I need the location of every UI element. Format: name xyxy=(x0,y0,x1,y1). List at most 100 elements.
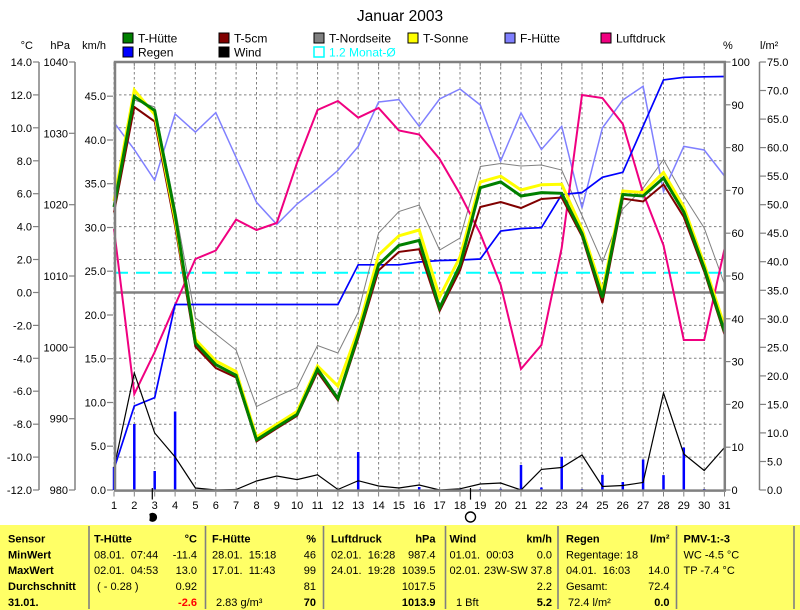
svg-text:hPa: hPa xyxy=(415,534,436,546)
svg-text:-10.0: -10.0 xyxy=(7,452,32,464)
svg-text:Januar 2003: Januar 2003 xyxy=(357,8,443,25)
svg-text:Regen: Regen xyxy=(566,534,600,546)
svg-text:6.0: 6.0 xyxy=(17,189,32,201)
svg-text:26: 26 xyxy=(617,500,629,512)
svg-text:10.0: 10.0 xyxy=(85,398,106,410)
svg-text:2.0: 2.0 xyxy=(17,255,32,267)
svg-text:7: 7 xyxy=(233,500,239,512)
svg-text:hPa: hPa xyxy=(50,40,70,52)
svg-text:1040: 1040 xyxy=(44,57,68,69)
svg-text:30.0: 30.0 xyxy=(767,314,788,326)
svg-text:50.0: 50.0 xyxy=(767,200,788,212)
svg-text:24.01. 19:28: 24.01. 19:28 xyxy=(331,565,395,577)
svg-text:35.0: 35.0 xyxy=(767,285,788,297)
svg-text:T-Hütte: T-Hütte xyxy=(94,534,132,546)
svg-text:02.01. 16:28: 02.01. 16:28 xyxy=(331,550,395,562)
svg-text:1 Bft: 1 Bft xyxy=(456,597,479,609)
svg-text:15.0: 15.0 xyxy=(85,354,106,366)
svg-text:3: 3 xyxy=(152,500,158,512)
svg-text:90: 90 xyxy=(732,100,744,112)
svg-text:Gesamt:: Gesamt: xyxy=(566,581,608,593)
svg-text:MaxWert: MaxWert xyxy=(8,565,54,577)
svg-text:Luftdruck: Luftdruck xyxy=(331,534,383,546)
svg-text:18: 18 xyxy=(454,500,466,512)
svg-text:F-Hütte: F-Hütte xyxy=(520,32,560,46)
svg-text:11: 11 xyxy=(312,500,323,512)
svg-text:Luftdruck: Luftdruck xyxy=(616,32,666,46)
svg-text:20: 20 xyxy=(495,500,507,512)
svg-text:28: 28 xyxy=(657,500,669,512)
svg-text:72.4 l/m²: 72.4 l/m² xyxy=(568,597,611,609)
svg-text:25.0: 25.0 xyxy=(767,342,788,354)
svg-text:30: 30 xyxy=(698,500,710,512)
svg-text:1010: 1010 xyxy=(44,271,68,283)
svg-text:0.0: 0.0 xyxy=(17,288,32,300)
svg-text:20.0: 20.0 xyxy=(85,310,106,322)
svg-text:l/m²: l/m² xyxy=(760,40,779,52)
svg-text:Durchschnitt: Durchschnitt xyxy=(8,581,76,593)
svg-text:100: 100 xyxy=(732,57,750,69)
svg-text:02.01.: 02.01. xyxy=(450,565,481,577)
svg-text:31: 31 xyxy=(718,500,730,512)
svg-text:15: 15 xyxy=(393,500,405,512)
svg-text:02.01. 04:53: 02.01. 04:53 xyxy=(94,565,158,577)
svg-text:13: 13 xyxy=(352,500,364,512)
svg-text:990: 990 xyxy=(50,414,68,426)
svg-text:T-5cm: T-5cm xyxy=(234,32,267,46)
svg-text:0.0: 0.0 xyxy=(91,485,106,497)
svg-text:T-Sonne: T-Sonne xyxy=(423,32,469,46)
svg-text:-4.0: -4.0 xyxy=(13,353,32,365)
svg-text:16: 16 xyxy=(413,500,425,512)
svg-text:Regentage: 18: Regentage: 18 xyxy=(566,550,638,562)
svg-text:14: 14 xyxy=(372,500,384,512)
svg-text:04.01. 16:03: 04.01. 16:03 xyxy=(566,565,630,577)
svg-text:T-Hütte: T-Hütte xyxy=(138,32,178,46)
svg-text:14.0: 14.0 xyxy=(11,57,32,69)
svg-text:14.0: 14.0 xyxy=(648,565,669,577)
svg-text:T-Nordseite: T-Nordseite xyxy=(329,32,391,46)
svg-text:23: 23 xyxy=(556,500,568,512)
svg-text:1020: 1020 xyxy=(44,200,68,212)
svg-text:70: 70 xyxy=(304,597,316,609)
svg-text:-8.0: -8.0 xyxy=(13,419,32,431)
svg-text:km/h: km/h xyxy=(526,534,552,546)
svg-text:24: 24 xyxy=(576,500,588,512)
svg-text:( - 0.28 ): ( - 0.28 ) xyxy=(97,581,139,593)
svg-text:%: % xyxy=(306,534,316,546)
svg-text:30: 30 xyxy=(732,357,744,369)
svg-text:80: 80 xyxy=(732,143,744,155)
svg-text:25: 25 xyxy=(596,500,608,512)
svg-text:40: 40 xyxy=(732,314,744,326)
svg-text:31.01.: 31.01. xyxy=(8,597,39,609)
svg-text:2.2: 2.2 xyxy=(537,581,552,593)
svg-text:5: 5 xyxy=(192,500,198,512)
svg-text:45.0: 45.0 xyxy=(85,91,106,103)
svg-text:27: 27 xyxy=(637,500,649,512)
svg-text:TP -7.4 °C: TP -7.4 °C xyxy=(684,565,735,577)
svg-text:40.0: 40.0 xyxy=(767,257,788,269)
svg-text:4.0: 4.0 xyxy=(17,222,32,234)
svg-text:40.0: 40.0 xyxy=(85,135,106,147)
svg-text:23W-SW: 23W-SW xyxy=(484,565,528,577)
svg-text:12: 12 xyxy=(332,500,344,512)
svg-text:08.01. 07:44: 08.01. 07:44 xyxy=(94,550,158,562)
svg-text:28.01. 15:18: 28.01. 15:18 xyxy=(212,550,276,562)
svg-text:%: % xyxy=(723,40,733,52)
svg-text:20.0: 20.0 xyxy=(767,371,788,383)
svg-text:987.4: 987.4 xyxy=(408,550,436,562)
svg-text:17.01. 11:43: 17.01. 11:43 xyxy=(212,565,275,577)
svg-text:0.0: 0.0 xyxy=(537,550,552,562)
svg-text:30.0: 30.0 xyxy=(85,223,106,235)
svg-text:-11.4: -11.4 xyxy=(173,550,197,562)
svg-text:F-Hütte: F-Hütte xyxy=(212,534,251,546)
svg-text:1017.5: 1017.5 xyxy=(402,581,436,593)
svg-text:980: 980 xyxy=(50,485,68,497)
svg-text:-12.0: -12.0 xyxy=(7,485,32,497)
svg-text:12.0: 12.0 xyxy=(11,90,32,102)
svg-text:0.0: 0.0 xyxy=(654,597,669,609)
svg-text:60: 60 xyxy=(732,228,744,240)
svg-text:-6.0: -6.0 xyxy=(13,386,32,398)
svg-text:PMV-1:-3: PMV-1:-3 xyxy=(684,534,730,546)
svg-text:°C: °C xyxy=(185,534,197,546)
svg-text:25.0: 25.0 xyxy=(85,266,106,278)
